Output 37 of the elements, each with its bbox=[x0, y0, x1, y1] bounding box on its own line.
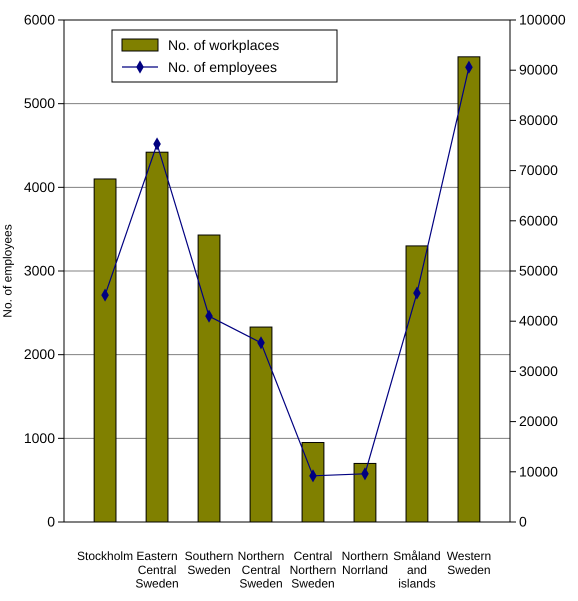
bar bbox=[94, 178, 116, 522]
bar bbox=[406, 245, 428, 522]
bar bbox=[458, 56, 480, 522]
y-tick-label: 1000 bbox=[24, 430, 56, 446]
y-tick-label: 3000 bbox=[24, 262, 56, 278]
y2-tick-label: 50000 bbox=[519, 262, 558, 278]
x-tick-label: Central Northern Sweden bbox=[290, 549, 336, 591]
y2-tick-label: 10000 bbox=[519, 463, 558, 480]
legend-label: No. of employees bbox=[168, 59, 277, 75]
y2-tick-label: 40000 bbox=[519, 312, 558, 329]
y-tick-label: 6000 bbox=[24, 11, 56, 28]
x-tick-label: Northern Central Sweden bbox=[238, 549, 284, 591]
x-tick-label: Western Sweden bbox=[446, 549, 492, 577]
y2-tick-label: 30000 bbox=[519, 362, 558, 379]
y2-tick-label: 60000 bbox=[519, 212, 558, 228]
bar bbox=[302, 442, 324, 522]
bar bbox=[146, 152, 168, 522]
y2-tick-label: 90000 bbox=[519, 62, 558, 78]
x-tick-label: Småland and islands bbox=[393, 549, 441, 591]
x-tick-label: Eastern Central Sweden bbox=[135, 549, 179, 591]
y-tick-label: 4000 bbox=[24, 178, 56, 195]
y2-tick-label: 0 bbox=[519, 513, 527, 530]
y2-tick-label: 70000 bbox=[519, 162, 558, 178]
y-axis-title: No. of employees bbox=[0, 224, 15, 318]
y-tick-label: 2000 bbox=[24, 346, 56, 362]
y2-tick-label: 80000 bbox=[519, 112, 558, 128]
bar bbox=[250, 326, 272, 522]
bar bbox=[198, 234, 220, 522]
y2-tick-label: 20000 bbox=[519, 413, 558, 430]
x-tick-label: Stockholm bbox=[77, 549, 134, 563]
x-tick-label: Southern Sweden bbox=[184, 549, 234, 577]
bar bbox=[354, 462, 376, 522]
y-tick-label: 5000 bbox=[24, 95, 56, 112]
legend-label: No. of workplaces bbox=[168, 37, 280, 53]
y2-tick-label: 100000 bbox=[519, 11, 566, 28]
x-tick-label: Northern Norrland bbox=[342, 549, 388, 577]
y-tick-label: 0 bbox=[47, 513, 56, 530]
